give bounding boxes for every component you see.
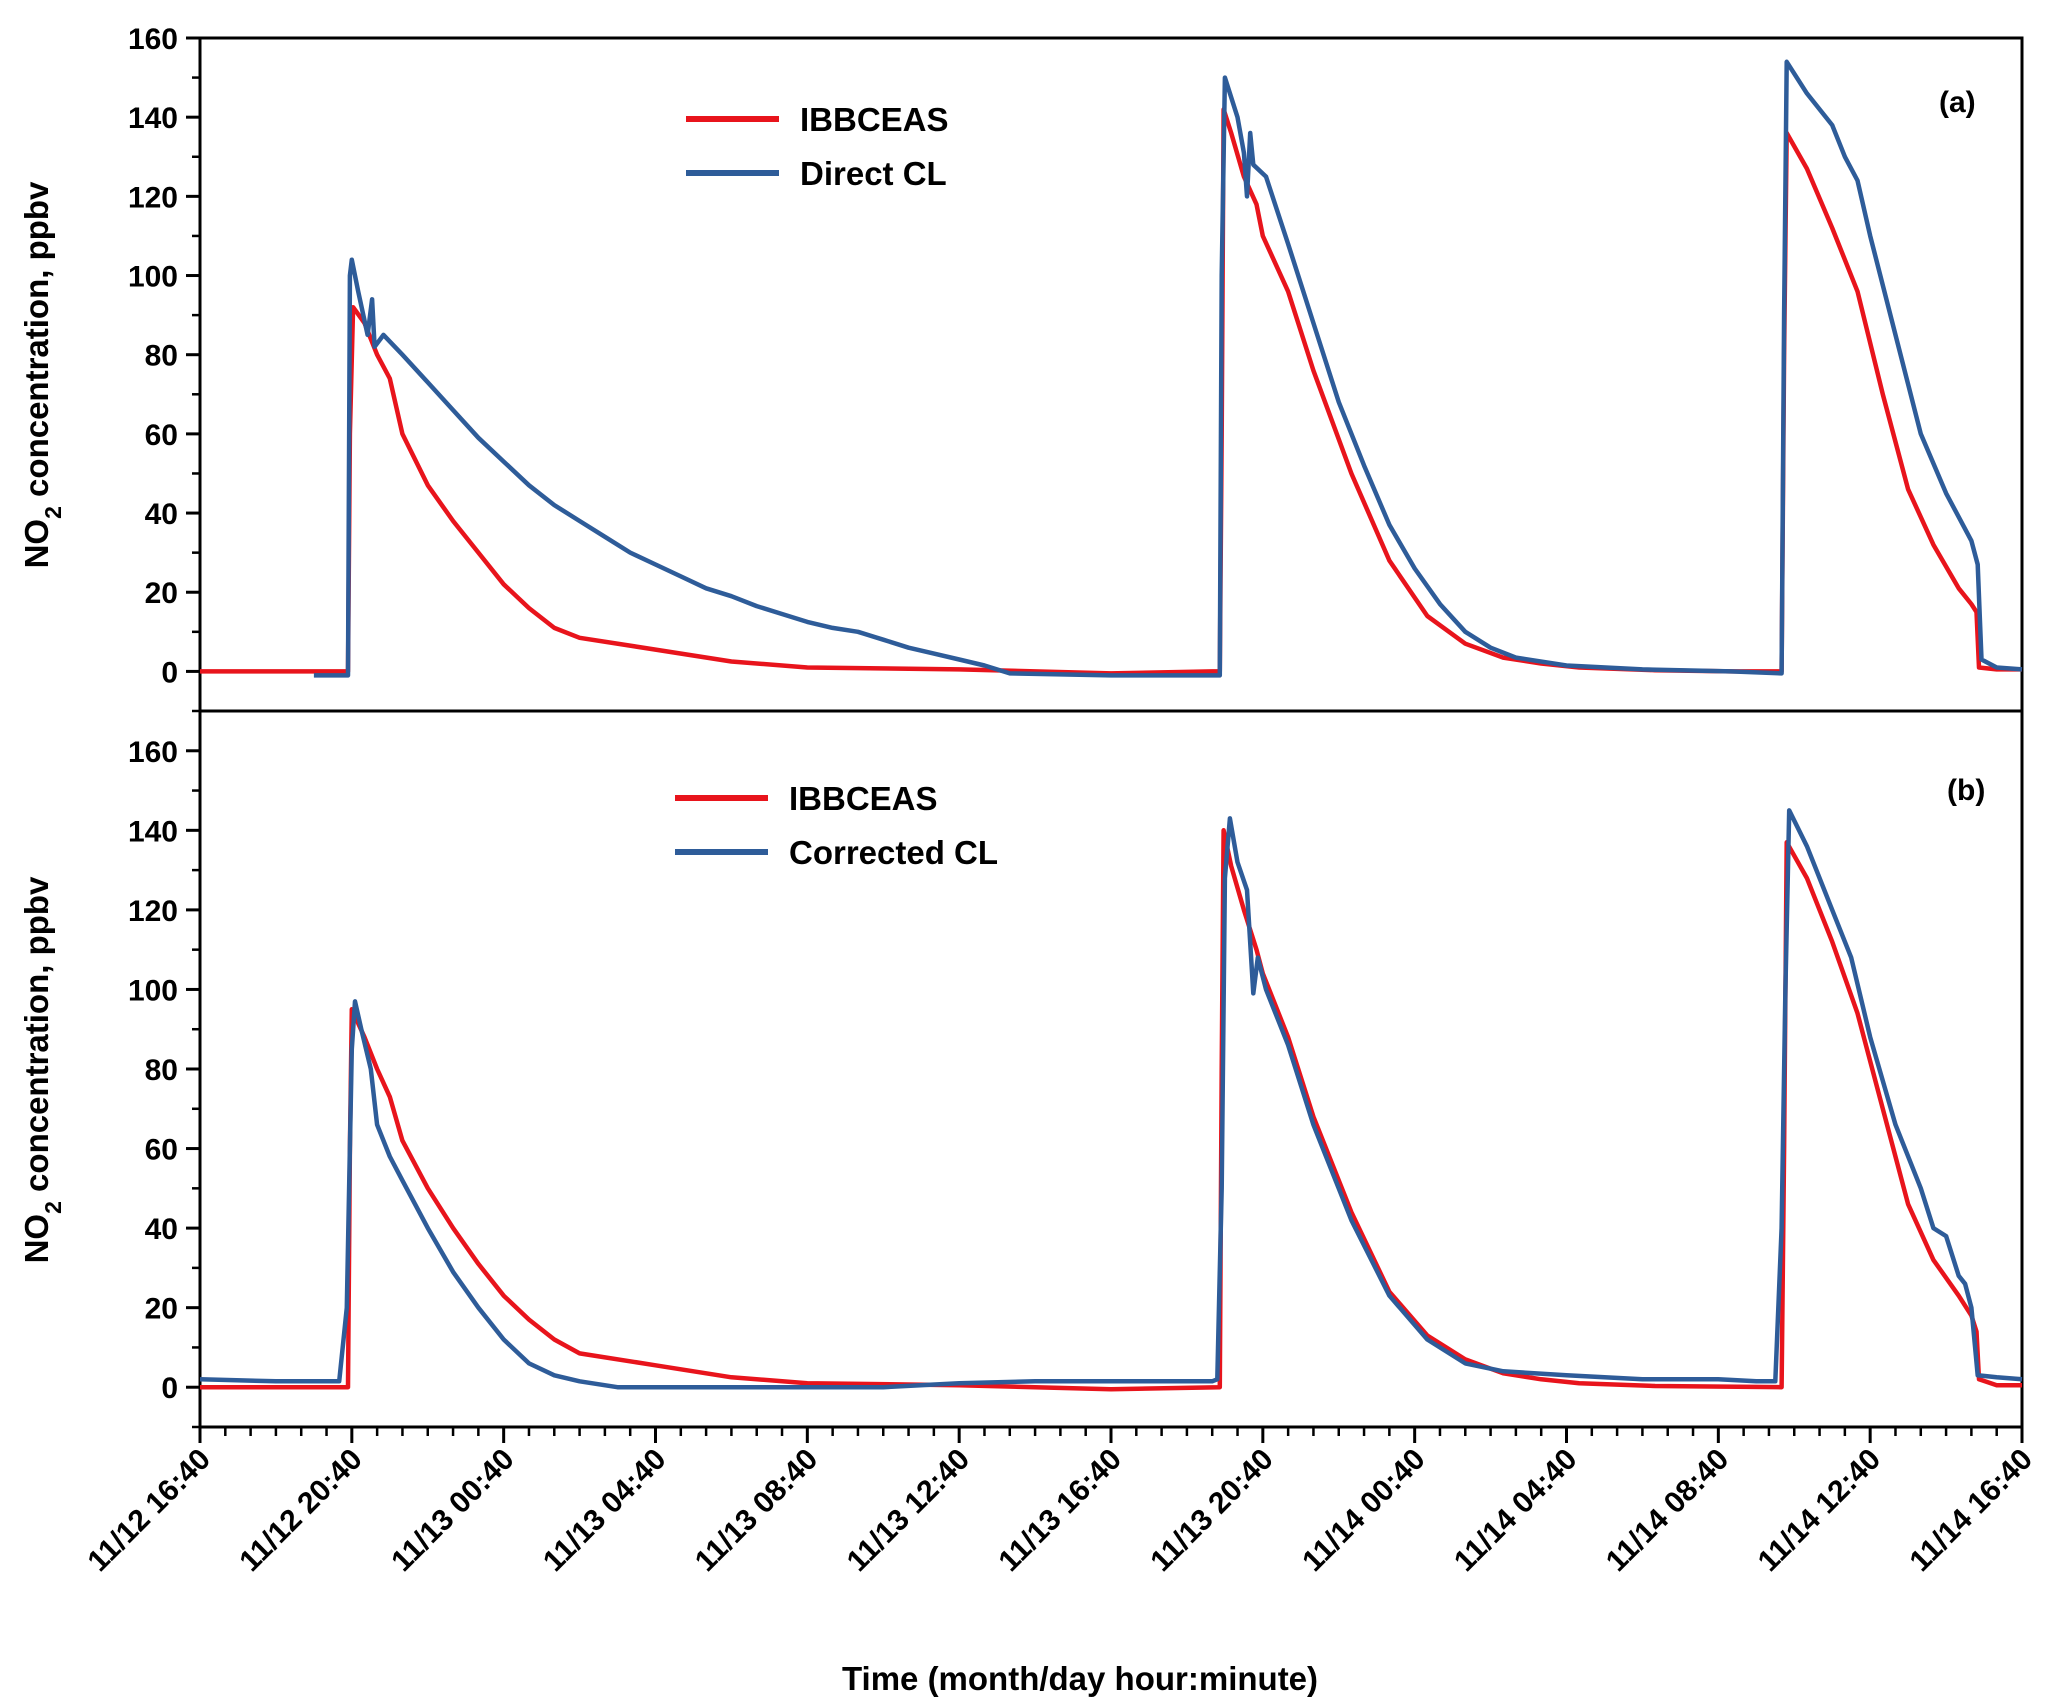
- x-axis-ticks: 11/12 16:40 11/12 20:40 11/13 00:40 11/13 0…: [82, 1427, 2039, 1578]
- x-tick-label-8: 11/14 00:40: [1296, 1443, 1431, 1578]
- legend-b-corrected-cl-label: Corrected CL: [789, 834, 998, 871]
- y-tick-label-b-40: 40: [145, 1213, 178, 1246]
- x-tick-label-11: 11/14 12:40: [1752, 1443, 1887, 1578]
- x-tick-label-0: 11/12 16:40: [82, 1443, 217, 1578]
- y-tick-label-a-160: 160: [128, 23, 178, 56]
- panel-a-y-axis-title: NO2 concentration, ppbv: [18, 181, 66, 568]
- panel-a-label: (a): [1939, 86, 1976, 119]
- panel-b-frame: [198, 709, 2024, 1429]
- x-tick-label-6: 11/13 16:40: [993, 1443, 1128, 1578]
- panel-a-series: [200, 59, 2023, 678]
- x-tick-label-5: 11/13 12:40: [841, 1443, 976, 1578]
- x-tick-label-3: 11/13 04:40: [537, 1443, 672, 1578]
- panel-a-frame: [198, 36, 2024, 713]
- y-tick-label-b-140: 140: [128, 815, 178, 848]
- panel-a-y-axis-subscript: 2: [40, 506, 66, 519]
- x-axis-title: Time (month/day hour:minute): [842, 1660, 1318, 1697]
- y-tick-label-b-80: 80: [145, 1054, 178, 1087]
- y-tick-label-a-100: 100: [128, 261, 178, 294]
- panel-b: 0 20 40 60 80 100 120 140 160 (b) IBBCEAS Correc…: [18, 709, 2024, 1429]
- y-tick-label-a-40: 40: [145, 498, 178, 531]
- legend-a-direct-cl-label: Direct CL: [800, 155, 947, 192]
- y-tick-label-b-0: 0: [161, 1372, 178, 1405]
- y-tick-label-b-120: 120: [128, 895, 178, 928]
- panel-b-y-ticks: 0 20 40 60 80 100 120 140 160: [128, 736, 200, 1429]
- x-tick-label-12: 11/14 16:40: [1904, 1443, 2039, 1578]
- x-tick-label-2: 11/13 00:40: [385, 1443, 520, 1578]
- legend-b-ibbceas-label: IBBCEAS: [789, 780, 938, 817]
- y-tick-label-a-120: 120: [128, 181, 178, 214]
- panel-b-label: (b): [1947, 774, 1985, 807]
- panel-a-legend: IBBCEAS Direct CL: [686, 101, 949, 192]
- panel-b-series: [199, 808, 2023, 1392]
- x-tick-label-7: 11/13 20:40: [1144, 1443, 1279, 1578]
- panel-b-legend: IBBCEAS Corrected CL: [675, 780, 998, 871]
- panel-b-y-axis-subscript: 2: [40, 1201, 66, 1214]
- panel-a: 0 20 40 60 80 100 120 140 160 (a) IBBCEAS Direct…: [18, 23, 2024, 713]
- x-tick-label-1: 11/12 20:40: [233, 1443, 368, 1578]
- y-tick-label-b-60: 60: [145, 1134, 178, 1167]
- legend-a-ibbceas-label: IBBCEAS: [800, 101, 949, 138]
- y-tick-label-b-20: 20: [145, 1293, 178, 1326]
- y-tick-label-a-20: 20: [145, 577, 178, 610]
- y-tick-label-a-80: 80: [145, 340, 178, 373]
- y-tick-label-b-100: 100: [128, 974, 178, 1007]
- y-tick-label-b-160: 160: [128, 736, 178, 769]
- panel-b-y-axis-title: NO2 concentration, ppbv: [18, 876, 66, 1263]
- y-tick-label-a-140: 140: [128, 102, 178, 135]
- x-tick-label-10: 11/14 08:40: [1600, 1443, 1735, 1578]
- series-line-b-corrected-cl: [199, 808, 2023, 1390]
- series-line-b-ibbceas: [200, 828, 2022, 1392]
- x-tick-label-4: 11/13 08:40: [689, 1443, 824, 1578]
- panel-a-y-ticks: 0 20 40 60 80 100 120 140 160: [128, 23, 200, 713]
- series-line-a-direct-cl: [313, 59, 2023, 678]
- y-tick-label-a-60: 60: [145, 419, 178, 452]
- x-tick-label-9: 11/14 04:40: [1448, 1443, 1583, 1578]
- series-line-a-ibbceas: [200, 107, 2022, 676]
- y-tick-label-a-0: 0: [161, 656, 178, 689]
